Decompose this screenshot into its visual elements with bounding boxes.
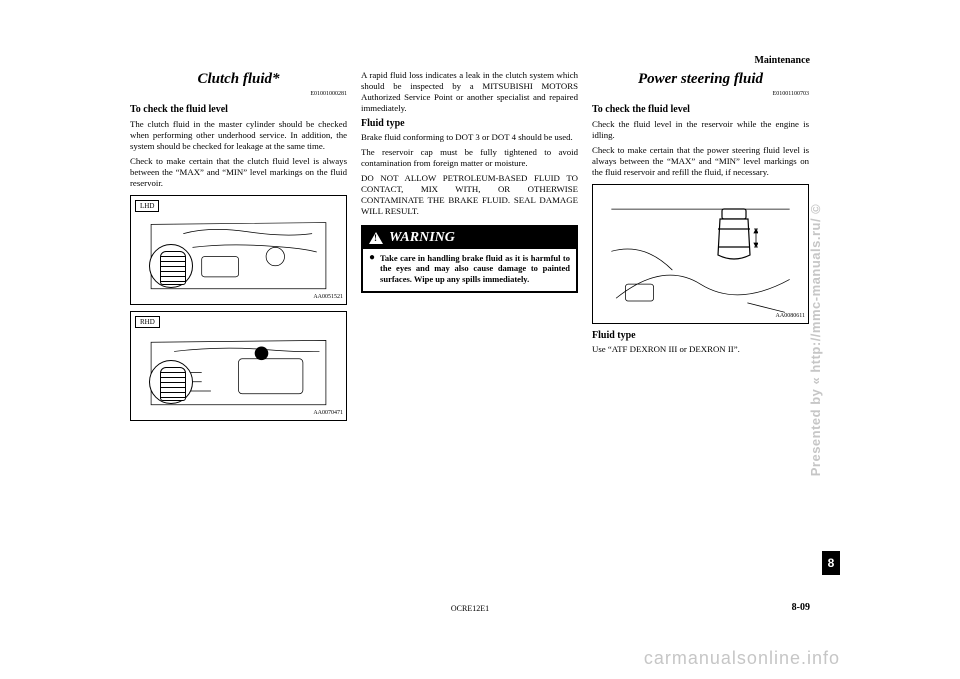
reservoir-icon bbox=[149, 244, 193, 288]
column-1: Clutch fluid* E01001000281 To check the … bbox=[130, 70, 347, 427]
col3-title: Power steering fluid bbox=[592, 70, 809, 89]
section-header: Maintenance bbox=[130, 55, 810, 66]
warning-box: WARNING ● Take care in handling brake fl… bbox=[361, 225, 578, 292]
reservoir-icon bbox=[149, 360, 193, 404]
figure-power-steering: AA0080611 bbox=[592, 184, 809, 324]
figure-rhd: RHD AA0070471 bbox=[130, 311, 347, 421]
col3-p2: Check to make certain that the power ste… bbox=[592, 145, 809, 178]
warning-body: ● Take care in handling brake fluid as i… bbox=[363, 249, 576, 291]
col2-p1: A rapid fluid loss indicates a leak in t… bbox=[361, 70, 578, 114]
chapter-tab: 8 bbox=[822, 551, 840, 575]
figure-lhd: LHD AA0051521 bbox=[130, 195, 347, 305]
col3-subhead-2: Fluid type bbox=[592, 330, 809, 343]
col3-p3: Use “ATF DEXRON III or DEXRON II”. bbox=[592, 344, 809, 355]
footer-code: OCRE12E1 bbox=[451, 604, 489, 613]
column-2: A rapid fluid loss indicates a leak in t… bbox=[361, 70, 578, 427]
columns: Clutch fluid* E01001000281 To check the … bbox=[130, 70, 810, 427]
side-presented-by: Presented by « http://mmc-manuals.ru/ © bbox=[808, 203, 823, 476]
figure-rhd-code: AA0070471 bbox=[313, 410, 343, 418]
col2-p3: The reservoir cap must be fully tightene… bbox=[361, 147, 578, 169]
warning-header: WARNING bbox=[363, 227, 576, 249]
col2-subhead-1: Fluid type bbox=[361, 118, 578, 131]
col1-p1: The clutch fluid in the master cylinder … bbox=[130, 119, 347, 152]
warning-text: Take care in handling brake fluid as it … bbox=[380, 253, 570, 285]
col1-subhead-1: To check the fluid level bbox=[130, 104, 347, 117]
col3-refcode: E01001100703 bbox=[592, 91, 809, 99]
ps-illustration bbox=[599, 195, 802, 317]
page-number: 8-09 bbox=[792, 602, 810, 613]
ps-reservoir-icon bbox=[710, 205, 758, 265]
col1-refcode: E01001000281 bbox=[130, 91, 347, 99]
warning-triangle-icon bbox=[369, 232, 383, 244]
col2-p2: Brake fluid conforming to DOT 3 or DOT 4… bbox=[361, 132, 578, 143]
warning-title: WARNING bbox=[389, 229, 455, 247]
col1-p2: Check to make certain that the clutch fl… bbox=[130, 156, 347, 189]
col3-p1: Check the fluid level in the reservoir w… bbox=[592, 119, 809, 141]
col2-p4: DO NOT ALLOW PETROLEUM-BASED FLUID TO CO… bbox=[361, 173, 578, 217]
figure-lhd-code: AA0051521 bbox=[313, 294, 343, 302]
watermark: carmanualsonline.info bbox=[644, 648, 840, 669]
col3-subhead-1: To check the fluid level bbox=[592, 104, 809, 117]
figure-ps-code: AA0080611 bbox=[776, 313, 805, 321]
col1-title: Clutch fluid* bbox=[130, 70, 347, 89]
bullet-icon: ● bbox=[369, 253, 375, 285]
column-3: Power steering fluid E01001100703 To che… bbox=[592, 70, 809, 427]
page-container: Maintenance Clutch fluid* E01001000281 T… bbox=[130, 55, 810, 625]
